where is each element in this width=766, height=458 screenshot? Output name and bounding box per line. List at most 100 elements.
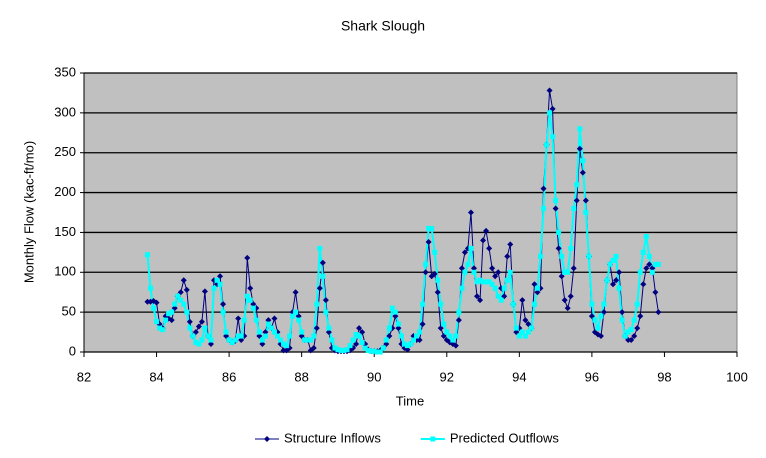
data-point [426,225,432,231]
data-point [592,317,598,323]
data-point [525,329,531,335]
data-point [271,315,278,322]
data-point [646,261,653,268]
x-tick-label: 90 [367,369,381,384]
data-point [486,245,493,252]
legend-label: Structure Inflows [284,430,381,445]
data-point [474,279,480,285]
data-point [169,309,175,315]
data-point [628,337,635,344]
data-point [631,333,638,340]
data-point [570,265,577,272]
data-point [250,305,256,311]
data-point [199,337,205,343]
data-point [580,158,586,164]
data-point [577,126,583,132]
data-point [392,309,398,315]
data-point [383,337,389,343]
data-point [507,269,513,275]
data-point [335,347,341,353]
data-point [489,281,495,287]
data-point [429,225,435,231]
data-point [262,333,268,339]
data-point [147,285,153,291]
data-point [432,249,438,255]
data-point [610,257,616,263]
data-point [226,337,232,343]
data-point [259,337,265,343]
data-point [619,309,626,316]
data-point [256,329,262,335]
x-tick-label: 84 [149,369,163,384]
data-point [144,298,151,305]
data-point [519,329,525,335]
y-tick-label: 250 [54,144,76,159]
data-point [190,333,196,339]
data-point [604,277,610,283]
data-point [622,333,628,339]
data-point [480,279,486,285]
data-point [368,348,374,354]
data-point [217,281,223,287]
data-point [559,253,565,259]
data-point [184,309,190,315]
data-point [332,345,338,351]
data-point [296,317,302,323]
data-point [486,279,492,285]
data-point [178,297,184,303]
data-point [431,270,438,277]
data-point [419,321,426,328]
data-point [513,325,519,331]
data-point [477,277,483,283]
data-point [278,337,284,343]
data-point [241,317,247,323]
data-point [565,269,571,275]
data-point [193,339,199,345]
data-point [453,333,459,339]
data-point [468,245,474,251]
data-point [359,339,365,345]
data-point [571,206,577,212]
data-point [386,325,392,331]
data-point [201,288,208,295]
data-point [347,343,353,349]
data-point [144,252,150,258]
data-point [489,265,496,272]
data-point [160,327,166,333]
data-point [637,313,644,320]
data-point [640,249,646,255]
data-point [311,333,317,339]
data-point [175,293,181,299]
data-point [220,309,226,315]
data-point [649,269,655,275]
data-point [613,277,620,284]
y-tick-label: 100 [54,264,76,279]
data-point [299,329,305,335]
data-point [628,327,634,333]
data-point [447,333,453,339]
data-point [467,209,474,216]
data-point [465,261,471,267]
data-point [553,198,559,204]
x-axis-label: Time [396,393,424,408]
legend-marker [264,436,270,442]
data-point [253,305,260,312]
data-point [196,341,202,347]
data-point [214,277,220,283]
data-point [154,319,160,325]
x-tick-label: 88 [294,369,308,384]
data-point [305,337,311,343]
data-point [420,301,426,307]
data-point [483,227,490,234]
data-point [166,311,172,317]
data-point [597,333,604,340]
data-point [408,341,413,347]
data-point [281,341,287,347]
data-point [198,318,205,325]
data-point [452,342,459,349]
data-point [544,142,550,148]
y-axis-label: Monthly Flow (kac-ft/mo) [21,141,36,283]
data-point [534,285,540,291]
data-point [550,134,556,140]
data-point [438,301,444,307]
